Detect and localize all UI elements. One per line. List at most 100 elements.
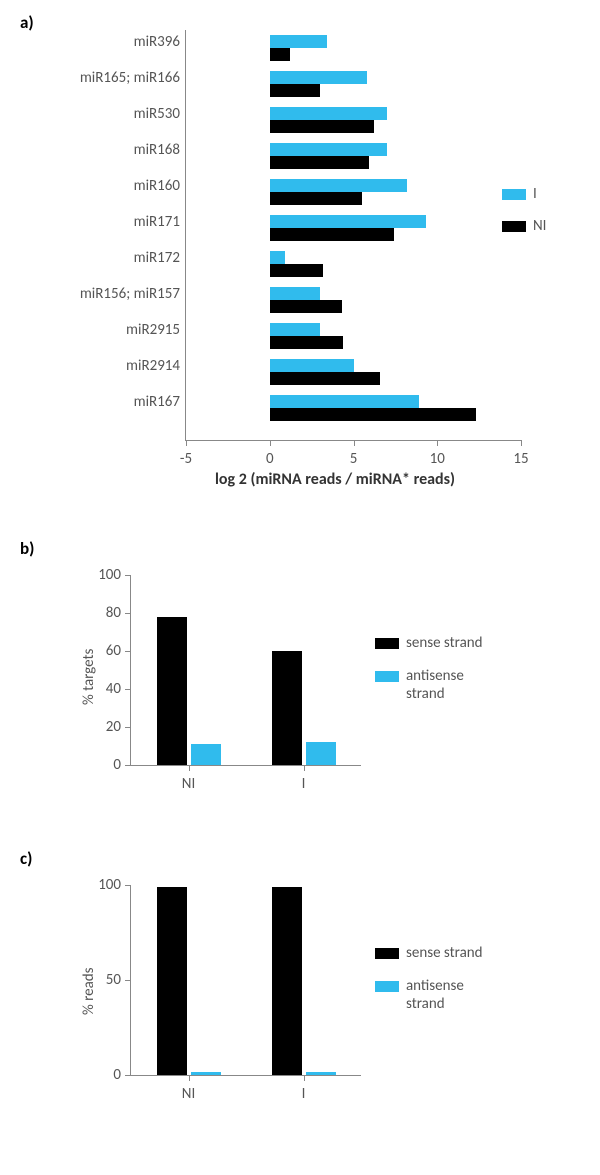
- ytick-label: 0: [113, 756, 131, 774]
- panel-a-row: miR530: [186, 102, 521, 138]
- legend-swatch: [375, 981, 399, 992]
- panel-b-plot: 020406080100NII: [130, 575, 361, 766]
- panel-a-category-label: miR165; miR166: [25, 69, 186, 87]
- panel-a-xtick: -5: [180, 450, 192, 468]
- legend-item: antisensestrand: [375, 668, 506, 703]
- bar: [272, 651, 302, 765]
- panel-b-legend: sense strand antisensestrand: [375, 635, 506, 719]
- bar: [191, 1072, 221, 1075]
- panel-a-category-label: miR160: [25, 177, 186, 195]
- panel-b: b) 020406080100NII % targets sense stran…: [0, 520, 600, 830]
- ytick-label: 0: [113, 1066, 131, 1084]
- panel-a-xtick: 15: [513, 450, 528, 468]
- panel-a-bar-i: [270, 359, 354, 372]
- panel-a-bar-ni: [270, 192, 362, 205]
- xtick-label: I: [302, 775, 306, 793]
- ytick-label: 100: [98, 566, 131, 584]
- panel-a-category-label: miR2915: [25, 321, 186, 339]
- panel-c-label: c): [20, 848, 32, 869]
- panel-a-bar-ni: [270, 336, 344, 349]
- ytick-label: 80: [106, 604, 131, 622]
- panel-a: a) -5051015miR396miR165; miR166miR530miR…: [0, 0, 600, 520]
- panel-a-row: miR165; miR166: [186, 66, 521, 102]
- panel-a-bar-ni: [270, 264, 324, 277]
- legend-swatch: [502, 189, 526, 200]
- panel-a-bar-i: [270, 395, 419, 408]
- panel-c-legend: sense strand antisensestrand: [375, 945, 506, 1029]
- panel-a-bar-i: [270, 287, 320, 300]
- legend-swatch: [375, 948, 399, 959]
- panel-a-bar-ni: [270, 48, 290, 61]
- panel-a-row: miR171: [186, 210, 521, 246]
- panel-a-row: miR2915: [186, 318, 521, 354]
- panel-a-xtick: 0: [266, 450, 274, 468]
- panel-a-bar-i: [270, 251, 285, 264]
- ytick-label: 100: [98, 876, 131, 894]
- panel-b-label: b): [20, 538, 34, 559]
- legend-item: I: [502, 185, 546, 203]
- xtick-label: I: [302, 1085, 306, 1103]
- panel-a-category-label: miR156; miR157: [25, 285, 186, 303]
- panel-a-bar-i: [270, 107, 387, 120]
- panel-a-label: a): [20, 12, 34, 33]
- legend-item: NI: [502, 217, 546, 235]
- panel-a-row: miR396: [186, 30, 521, 66]
- legend-item: sense strand: [375, 945, 506, 962]
- panel-a-category-label: miR530: [25, 105, 186, 123]
- legend-label: sense strand: [406, 635, 506, 652]
- panel-a-row: miR168: [186, 138, 521, 174]
- legend-label: antisensestrand: [406, 978, 506, 1013]
- bar: [306, 742, 336, 765]
- panel-a-legend: I NI: [502, 185, 546, 249]
- legend-swatch: [502, 221, 526, 232]
- panel-a-bar-i: [270, 143, 387, 156]
- legend-swatch: [375, 638, 399, 649]
- xtick-label: NI: [182, 775, 195, 793]
- panel-a-bar-i: [270, 71, 367, 84]
- panel-a-category-label: miR172: [25, 249, 186, 267]
- legend-swatch: [375, 671, 399, 682]
- bar: [157, 617, 187, 765]
- panel-c: c) 050100NII % reads sense strandantisen…: [0, 830, 600, 1150]
- panel-a-bar-ni: [270, 372, 381, 385]
- panel-a-x-axis-title: log 2 (miRNA reads / miRNA* reads): [150, 470, 520, 489]
- panel-a-bar-i: [270, 215, 426, 228]
- bar: [306, 1072, 336, 1075]
- panel-a-bar-ni: [270, 408, 476, 421]
- legend-label: antisensestrand: [406, 668, 506, 703]
- ytick-label: 50: [106, 971, 131, 989]
- panel-b-y-axis-title: % targets: [80, 649, 98, 705]
- panel-a-row: miR172: [186, 246, 521, 282]
- panel-a-bar-ni: [270, 156, 369, 169]
- panel-a-bar-i: [270, 179, 407, 192]
- panel-a-category-label: miR168: [25, 141, 186, 159]
- panel-a-bar-ni: [270, 120, 374, 133]
- legend-label: I: [533, 185, 537, 203]
- ytick-label: 60: [106, 642, 131, 660]
- panel-a-category-label: miR167: [25, 393, 186, 411]
- legend-item: antisensestrand: [375, 978, 506, 1013]
- panel-a-bar-i: [270, 323, 320, 336]
- bar: [157, 887, 187, 1075]
- panel-a-category-label: miR2914: [25, 357, 186, 375]
- panel-a-bar-ni: [270, 228, 394, 241]
- panel-a-plot: -5051015miR396miR165; miR166miR530miR168…: [185, 30, 521, 441]
- panel-a-row: miR2914: [186, 354, 521, 390]
- legend-label: sense strand: [406, 945, 506, 962]
- ytick-label: 40: [106, 680, 131, 698]
- panel-c-y-axis-title: % reads: [80, 967, 98, 1015]
- ytick-label: 20: [106, 718, 131, 736]
- panel-c-plot: 050100NII: [130, 885, 361, 1076]
- panel-a-bar-ni: [270, 84, 320, 97]
- xtick-label: NI: [182, 1085, 195, 1103]
- panel-a-row: miR167: [186, 390, 521, 426]
- panel-a-xtick: 10: [430, 450, 445, 468]
- panel-a-bar-ni: [270, 300, 342, 313]
- legend-item: sense strand: [375, 635, 506, 652]
- panel-a-row: miR156; miR157: [186, 282, 521, 318]
- bar: [272, 887, 302, 1075]
- panel-a-xtick: 5: [350, 450, 358, 468]
- bar: [191, 744, 221, 765]
- panel-a-bar-i: [270, 35, 327, 48]
- panel-a-category-label: miR171: [25, 213, 186, 231]
